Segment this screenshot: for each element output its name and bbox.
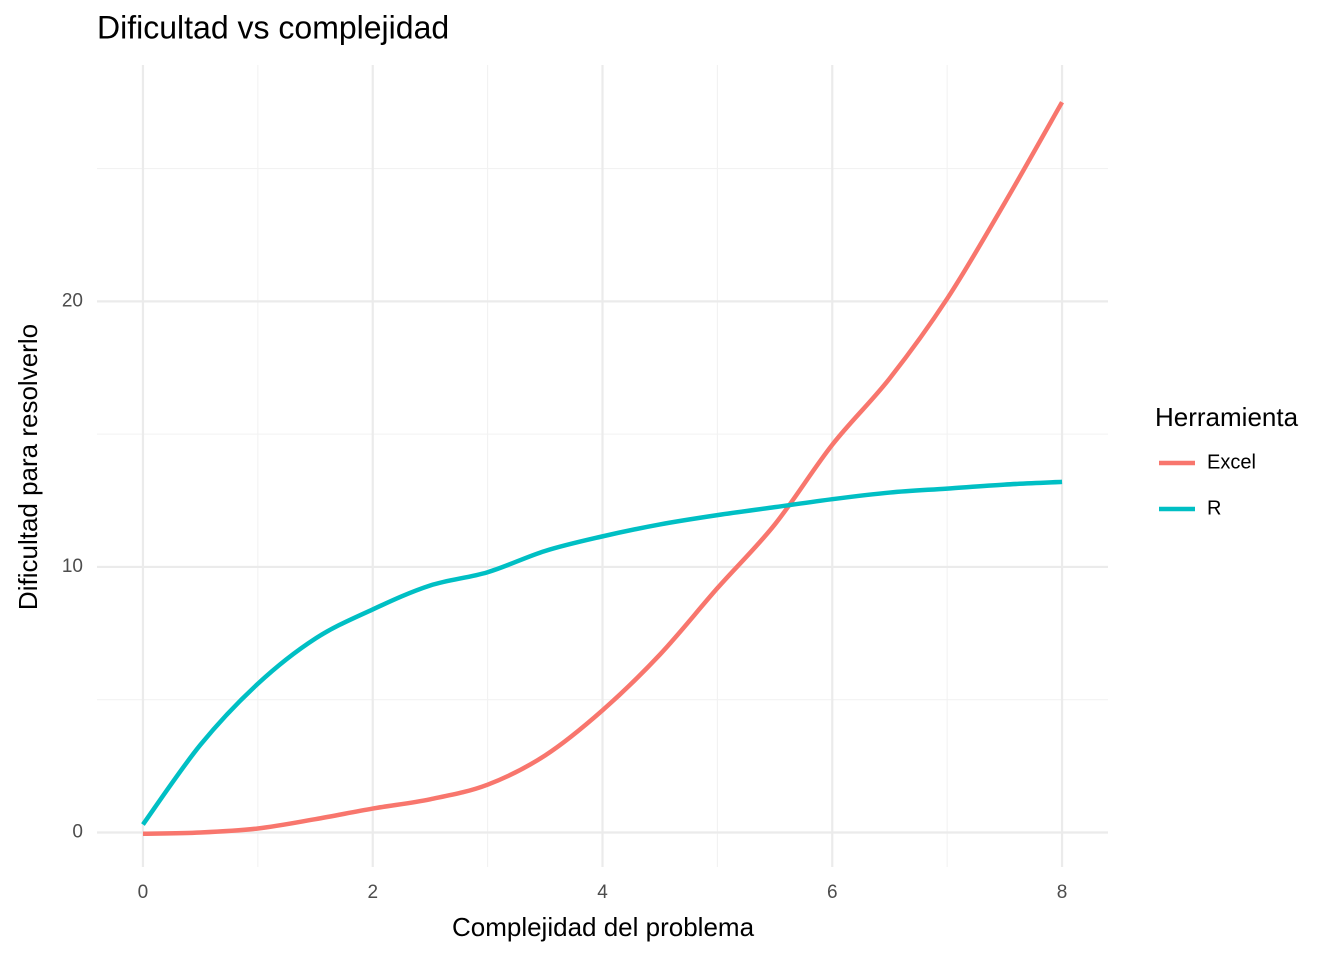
line-series — [142, 101, 1065, 837]
x-tick-label: 0 — [138, 882, 149, 903]
y-axis-label: Dificultad para resolverlo — [13, 324, 43, 610]
x-axis-label: Complejidad del problema — [452, 912, 755, 942]
x-tick-label: 6 — [827, 882, 838, 903]
y-tick-label: 10 — [62, 556, 83, 577]
legend-label: R — [1207, 497, 1221, 519]
x-tick-label: 2 — [367, 882, 378, 903]
lines — [141, 101, 1065, 837]
x-tick-label: 8 — [1057, 882, 1068, 903]
legend: Excel R — [1159, 451, 1256, 519]
legend-title: Herramienta — [1155, 402, 1299, 432]
chart-title: Dificultad vs complejidad — [97, 9, 449, 45]
legend-label: Excel — [1207, 451, 1256, 473]
y-tick-label: 20 — [62, 290, 83, 311]
x-tick-label: 4 — [597, 882, 608, 903]
y-tick-label: 0 — [72, 821, 83, 842]
grid — [97, 65, 1108, 867]
line-series — [141, 479, 1063, 826]
